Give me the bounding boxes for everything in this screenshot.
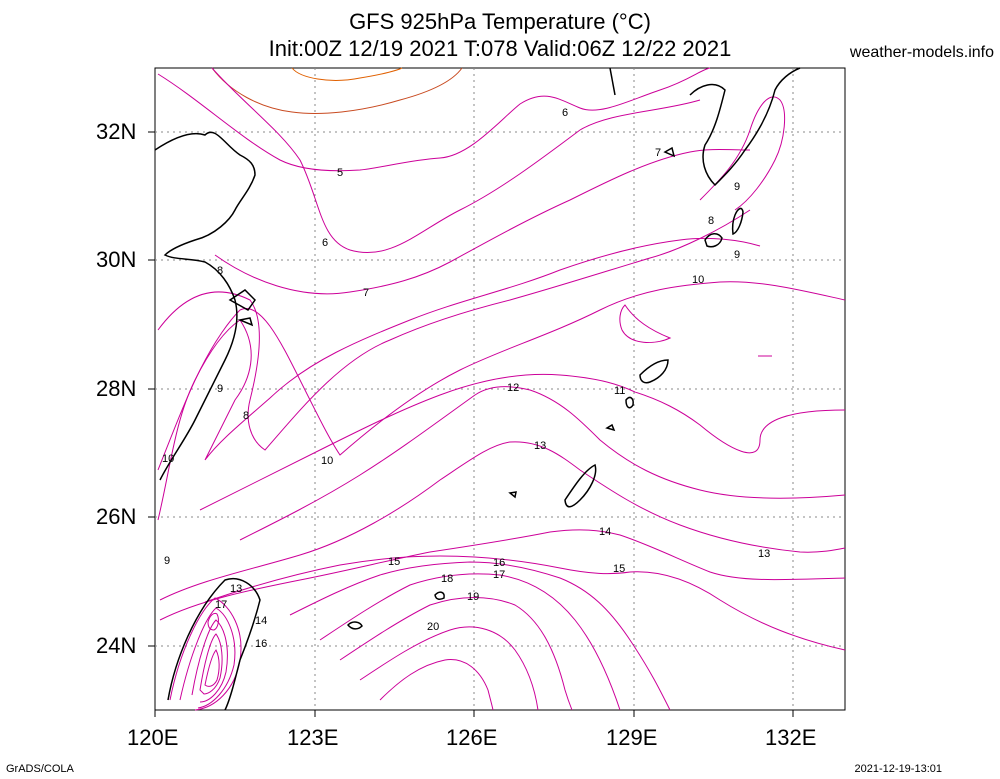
contour-label: 17 xyxy=(215,599,227,611)
contour-label: 10 xyxy=(321,455,333,467)
contour-label: 14 xyxy=(255,615,267,627)
kyushu-coast xyxy=(689,67,801,187)
contour-label: 7 xyxy=(363,287,369,299)
y-tick-28n: 28N xyxy=(96,376,137,401)
y-tick-32n: 32N xyxy=(96,119,137,144)
contour-label: 10 xyxy=(692,274,704,286)
contour-label: 16 xyxy=(493,557,505,569)
taiwan-coast xyxy=(167,578,261,711)
contour-label: 6 xyxy=(562,107,568,119)
map-subtitle: Init:00Z 12/19 2021 T:078 Valid:06Z 12/2… xyxy=(268,36,732,61)
china-islands xyxy=(228,289,256,327)
contour-label: 15 xyxy=(388,556,400,568)
contour-18 xyxy=(339,597,573,711)
contour-14 xyxy=(159,529,846,621)
okinawa xyxy=(564,463,597,508)
contour-label: 9 xyxy=(164,555,170,567)
contour-16 xyxy=(289,561,671,711)
ishigaki xyxy=(346,621,363,630)
contour-10 xyxy=(157,281,846,471)
contour-label: 9 xyxy=(734,249,740,261)
contour-warm xyxy=(291,67,403,81)
tanegashima xyxy=(731,207,744,236)
contour-closed-29n xyxy=(619,304,672,343)
islet-c xyxy=(508,491,517,499)
amami xyxy=(639,359,669,384)
contour-label: 14 xyxy=(599,526,611,538)
x-tick-129e: 129E xyxy=(606,725,658,750)
contour-label: 6 xyxy=(322,237,328,249)
taiwan-contours xyxy=(169,597,242,711)
contour-label: 7 xyxy=(655,147,661,159)
contour-19 xyxy=(359,626,539,711)
contour-label: 8 xyxy=(708,215,714,227)
contour-label: 9 xyxy=(734,181,740,193)
contour-label: 18 xyxy=(441,573,453,585)
contour-15 xyxy=(204,555,846,651)
software-credit: GrADS/COLA xyxy=(6,763,74,775)
site-credit: weather-models.info xyxy=(849,44,994,61)
islet-b xyxy=(605,423,616,432)
kyushu-island xyxy=(663,146,676,158)
contour-label: 11 xyxy=(614,385,625,397)
contour-20 xyxy=(379,659,494,711)
contour-island-north xyxy=(699,96,785,211)
y-tick-30n: 30N xyxy=(96,247,137,272)
contour-label: 10 xyxy=(162,453,174,465)
y-tick-26n: 26N xyxy=(96,504,137,529)
contour-6 xyxy=(211,67,701,254)
coastlines xyxy=(154,67,801,711)
contour-label: 8 xyxy=(243,410,249,422)
contour-label: 15 xyxy=(613,563,625,575)
korea-tip xyxy=(609,67,616,96)
contour-label: 12 xyxy=(507,382,519,394)
miyako xyxy=(434,591,445,600)
contour-7 xyxy=(214,149,751,295)
y-tick-24n: 24N xyxy=(96,633,137,658)
temperature-contours xyxy=(157,67,846,711)
contour-13 xyxy=(159,441,846,601)
contour-label: 20 xyxy=(427,621,439,633)
x-tick-120e: 120E xyxy=(127,725,179,750)
contour-label: 17 xyxy=(493,569,505,581)
x-tick-132e: 132E xyxy=(765,725,817,750)
yakushima xyxy=(704,233,723,248)
map-title: GFS 925hPa Temperature (°C) xyxy=(349,9,651,34)
contour-17 xyxy=(319,573,621,711)
islet-a xyxy=(625,396,634,409)
generated-timestamp: 2021-12-19-13:01 xyxy=(854,763,942,775)
contour-label: 13 xyxy=(230,583,242,595)
contour-5 xyxy=(157,67,711,172)
contour-label: 5 xyxy=(337,167,343,179)
contour-label: 13 xyxy=(758,548,770,560)
contour-11 xyxy=(199,373,846,511)
contour-12 xyxy=(239,386,846,541)
contour-9 xyxy=(157,237,761,521)
contour-labels: 6 7 5 6 9 8 9 7 10 8 9 11 12 13 10 8 9 1… xyxy=(162,107,770,650)
x-tick-126e: 126E xyxy=(446,725,498,750)
tick-marks xyxy=(148,131,794,717)
contour-label: 9 xyxy=(217,383,223,395)
contour-label: 13 xyxy=(534,440,546,452)
contour-label: 19 xyxy=(467,591,479,603)
contour-8 xyxy=(157,209,751,451)
x-tick-123e: 123E xyxy=(287,725,339,750)
contour-label: 8 xyxy=(217,265,223,277)
china-coast xyxy=(154,131,256,481)
contour-label: 16 xyxy=(255,638,267,650)
contour-warm-2 xyxy=(211,67,463,114)
